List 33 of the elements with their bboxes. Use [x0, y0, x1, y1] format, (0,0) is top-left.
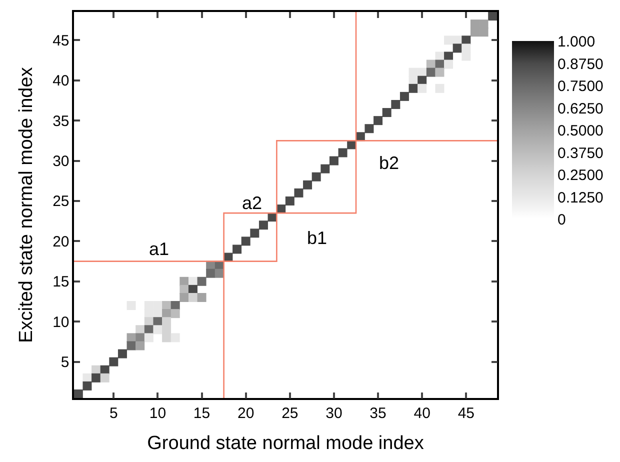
y-tick-label: 35: [52, 112, 70, 130]
x-tick-label: 15: [193, 404, 210, 422]
x-tick-label: 5: [109, 404, 118, 422]
annotation: a1: [149, 239, 170, 259]
color-bar-label: 0.7500: [558, 78, 604, 96]
annotation: b2: [379, 153, 400, 173]
y-tick-label: 45: [52, 32, 70, 50]
y-tick-label: 25: [52, 193, 70, 210]
x-tick-label: 20: [237, 404, 254, 422]
x-tick-label: 35: [370, 404, 386, 422]
x-axis-title: Ground state normal mode index: [147, 433, 424, 454]
annotation: a2: [242, 193, 262, 213]
y-axis-title: Excited state normal mode index: [16, 66, 37, 343]
x-tick-label: 45: [458, 404, 475, 422]
color-bar-label: 0.8750: [558, 56, 604, 73]
x-tick-label: 30: [326, 404, 342, 422]
y-tick-label: 5: [60, 354, 70, 372]
color-bar-label: 0.5000: [558, 122, 604, 140]
y-tick-label: 40: [52, 72, 70, 90]
y-tick-label: 10: [52, 314, 70, 331]
x-tick-label: 25: [282, 404, 298, 422]
color-bar-label: 0.2500: [558, 167, 604, 184]
color-bar-label: 1.000: [558, 34, 596, 51]
color-bar-label: 0.3750: [558, 144, 604, 162]
x-tick-label: 10: [149, 404, 166, 422]
color-bar-label: 0.6250: [558, 100, 604, 118]
color-bar-label: 0: [558, 212, 566, 229]
x-tick-label: 40: [414, 404, 430, 422]
y-tick-label: 15: [52, 274, 70, 291]
y-tick-label: 30: [52, 153, 70, 170]
y-tick-label: 20: [52, 233, 70, 250]
annotation: b1: [307, 228, 328, 248]
color-bar-label: 0.1250: [558, 189, 604, 206]
